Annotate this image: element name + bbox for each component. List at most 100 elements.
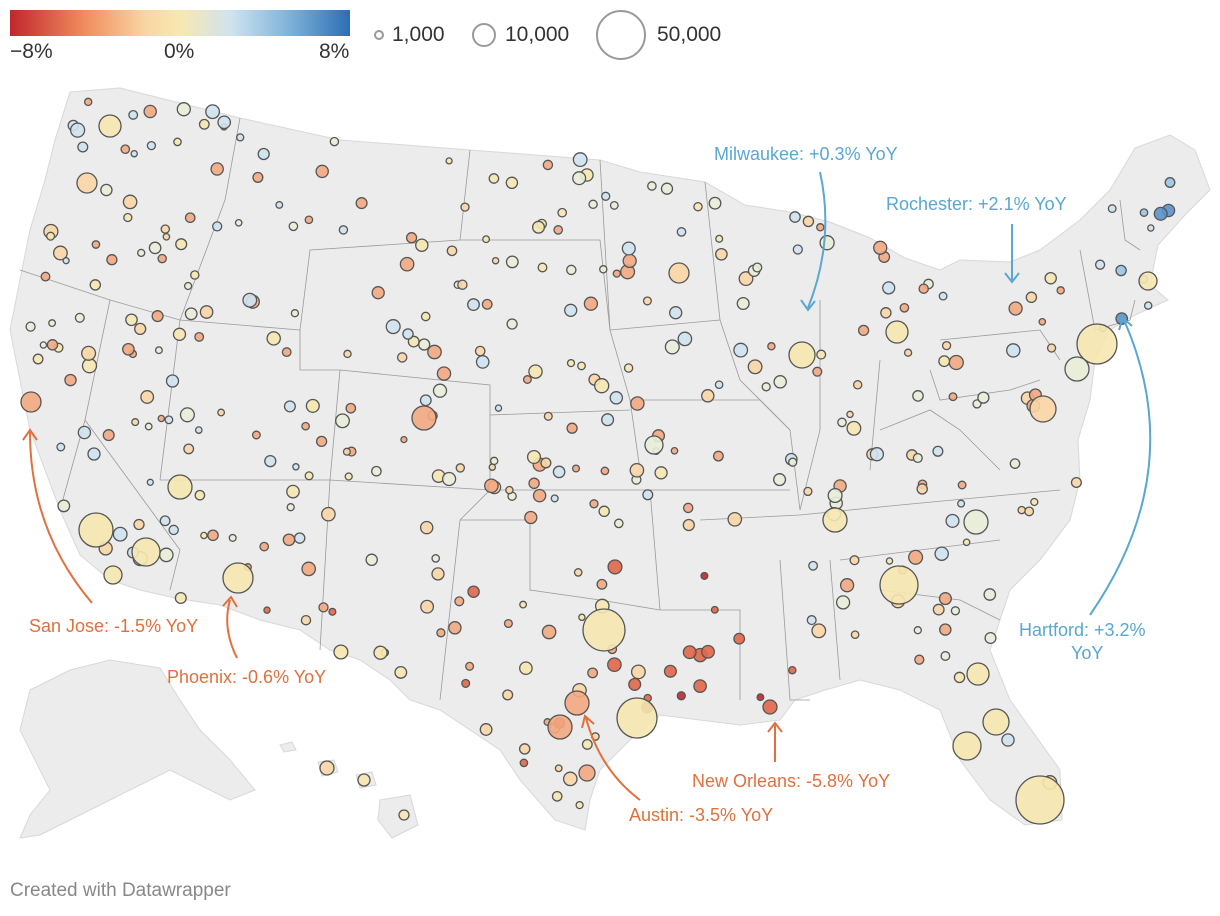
city-bubble bbox=[663, 664, 677, 678]
city-bubble bbox=[436, 628, 446, 638]
city-bubble bbox=[816, 223, 825, 232]
city-bubble bbox=[578, 613, 586, 622]
hartford-arrow bbox=[1089, 319, 1152, 616]
border-mw-6 bbox=[699, 489, 1061, 521]
city-bubble bbox=[727, 511, 743, 527]
border-pl-2 bbox=[339, 369, 491, 490]
city-bubble bbox=[415, 238, 429, 252]
rochester-arrowhead bbox=[1004, 272, 1020, 284]
city-bubble bbox=[587, 667, 599, 679]
milwaukee-arrow bbox=[807, 171, 827, 309]
city-bubble bbox=[402, 328, 414, 340]
city-bubble bbox=[966, 662, 990, 686]
city-bubble bbox=[945, 513, 960, 528]
city-bubble bbox=[252, 171, 264, 183]
city-bubble bbox=[489, 456, 499, 466]
city-bubble bbox=[601, 413, 615, 427]
city-bubble bbox=[199, 305, 214, 319]
city-bubble bbox=[642, 296, 652, 306]
city-bubble bbox=[304, 215, 314, 225]
city-bubble bbox=[210, 162, 224, 176]
city-bubble bbox=[551, 790, 563, 802]
border-mt-4 bbox=[84, 419, 181, 591]
city-bubble bbox=[756, 693, 765, 702]
city-bubble bbox=[950, 606, 961, 616]
city-bubble bbox=[850, 630, 860, 640]
city-bubble bbox=[677, 331, 693, 347]
city-bubble bbox=[788, 457, 798, 467]
city-bubble bbox=[940, 651, 951, 661]
legend: −8% 0% 8% 1,000 10,000 50,000 bbox=[0, 0, 760, 70]
city-bubble bbox=[48, 319, 57, 328]
city-bubble bbox=[589, 499, 599, 509]
city-bubble bbox=[613, 518, 624, 529]
city-bubble bbox=[405, 232, 418, 244]
city-bubble bbox=[550, 494, 559, 503]
city-bubble bbox=[77, 425, 92, 440]
city-bubble bbox=[304, 471, 314, 481]
city-bubble bbox=[205, 104, 221, 120]
city-bubble bbox=[963, 509, 989, 535]
city-bubble bbox=[664, 339, 680, 355]
city-bubble bbox=[668, 262, 690, 284]
city-bubble bbox=[599, 265, 608, 274]
city-bubble bbox=[394, 665, 408, 679]
city-bubble bbox=[846, 420, 862, 436]
city-bubble bbox=[194, 426, 203, 434]
city-bubble bbox=[131, 418, 140, 427]
city-bubble bbox=[288, 221, 299, 232]
city-bubble bbox=[91, 240, 101, 249]
city-bubble bbox=[130, 149, 138, 158]
border-ne-3 bbox=[879, 409, 1001, 471]
city-bubble bbox=[419, 394, 432, 407]
city-bubble bbox=[682, 645, 697, 660]
footer-credit: Created with Datawrapper bbox=[10, 880, 231, 901]
city-bubble bbox=[207, 529, 219, 542]
city-bubble bbox=[647, 181, 657, 191]
city-bubble bbox=[601, 191, 611, 201]
city-bubble bbox=[1139, 208, 1149, 217]
city-bubble bbox=[103, 565, 123, 585]
city-bubble bbox=[733, 342, 749, 358]
austin-arrowhead bbox=[581, 714, 595, 729]
city-bubble bbox=[194, 489, 206, 501]
city-bubble bbox=[69, 122, 86, 138]
city-bubble bbox=[941, 340, 952, 351]
city-bubble bbox=[773, 375, 787, 389]
city-bubble bbox=[885, 320, 909, 344]
city-bubble bbox=[385, 319, 401, 335]
city-bubble bbox=[301, 421, 310, 431]
city-bubble bbox=[494, 404, 503, 412]
city-bubble bbox=[102, 429, 115, 442]
city-bubble bbox=[852, 380, 863, 390]
city-bubble bbox=[257, 147, 270, 161]
city-bubble bbox=[467, 585, 480, 598]
city-bubble bbox=[914, 654, 925, 665]
city-bubble bbox=[670, 446, 679, 455]
city-bubble bbox=[175, 238, 188, 251]
austin-arrow bbox=[585, 717, 641, 801]
city-bubble bbox=[552, 465, 566, 479]
city-bubble bbox=[198, 118, 210, 130]
city-bubble bbox=[572, 152, 588, 168]
city-bubble bbox=[286, 503, 295, 512]
city-bubble bbox=[982, 708, 1010, 736]
city-bubble bbox=[212, 221, 223, 232]
city-bubble bbox=[594, 378, 610, 394]
city-bubble bbox=[365, 553, 378, 567]
city-bubble bbox=[76, 172, 98, 194]
city-bubble bbox=[623, 363, 634, 373]
color-scale-min-label: −8% bbox=[10, 40, 53, 63]
city-bubble bbox=[581, 738, 593, 750]
city-bubble bbox=[557, 207, 568, 218]
border-ne-1 bbox=[929, 369, 1041, 401]
city-bubble bbox=[300, 614, 312, 626]
city-bubble bbox=[357, 773, 371, 787]
hartford-label-line2: YoY bbox=[1071, 643, 1103, 663]
annotation-arrows bbox=[22, 171, 1152, 801]
city-bubble bbox=[106, 254, 118, 266]
border-se-3 bbox=[839, 539, 1001, 561]
city-bubble bbox=[263, 606, 271, 614]
city-bubble bbox=[503, 618, 513, 629]
city-bubble bbox=[693, 201, 703, 212]
